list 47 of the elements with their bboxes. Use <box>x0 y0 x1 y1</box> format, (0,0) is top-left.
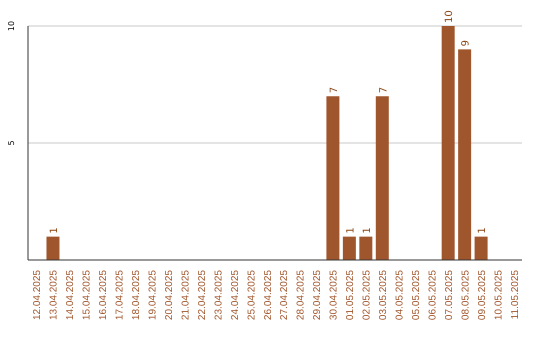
x-tick-label: 26.04.2025 <box>262 270 274 320</box>
data-label: 1 <box>345 227 356 234</box>
x-tick-label: 05.05.2025 <box>410 270 422 320</box>
x-tick-label: 14.04.2025 <box>65 270 76 320</box>
bar <box>458 49 472 260</box>
x-tick-label: 12.04.2025 <box>32 270 44 320</box>
x-tick-label: 24.04.2025 <box>230 270 241 320</box>
x-tick-label: 03.05.2025 <box>378 270 390 320</box>
data-label: 9 <box>460 40 472 46</box>
x-tick-label: 04.05.2025 <box>394 270 406 320</box>
bar <box>376 96 389 260</box>
x-tick-label: 13.04.2025 <box>48 270 60 320</box>
x-tick-label: 19.04.2025 <box>148 270 158 320</box>
data-label: 1 <box>477 227 488 234</box>
x-tick-label: 16.04.2025 <box>98 270 110 320</box>
data-label: 7 <box>328 86 340 94</box>
x-tick-label: 06.05.2025 <box>427 270 438 320</box>
x-tick-label: 18.04.2025 <box>131 270 142 320</box>
bar <box>46 236 60 260</box>
y-tick-label: 5 <box>7 140 16 146</box>
bar <box>474 236 488 260</box>
x-tick-label: 23.04.2025 <box>213 270 224 320</box>
x-tick-label: 30.04.2025 <box>328 270 340 320</box>
x-tick-label: 21.04.2025 <box>180 270 192 320</box>
x-tick-label: 20.04.2025 <box>164 270 175 320</box>
x-tick-label: 09.05.2025 <box>476 270 488 320</box>
x-tick-label: 25.04.2025 <box>246 270 258 320</box>
bar <box>359 236 372 260</box>
bar <box>326 96 340 260</box>
x-tick-label: 10.05.2025 <box>493 270 504 320</box>
x-tick-label: 29.04.2025 <box>312 270 324 320</box>
x-tick-label: 07.05.2025 <box>444 270 455 320</box>
data-label: 7 <box>378 86 390 94</box>
x-tick-label: 08.05.2025 <box>460 270 472 320</box>
data-label: 10 <box>444 10 456 23</box>
bar <box>442 26 455 260</box>
x-tick-label: 17.04.2025 <box>114 270 126 320</box>
x-tick-label: 11.05.2025 <box>510 270 521 320</box>
data-label: 1 <box>362 227 373 234</box>
bar <box>342 236 356 260</box>
data-label: 1 <box>48 227 60 234</box>
x-tick-label: 15.04.2025 <box>82 270 93 320</box>
x-tick-label: 22.04.2025 <box>196 270 208 320</box>
x-tick-label: 02.05.2025 <box>362 270 373 320</box>
x-tick-label: 27.04.2025 <box>279 270 290 320</box>
x-tick-label: 01.05.2025 <box>345 270 356 320</box>
x-tick-label: 28.04.2025 <box>296 270 307 320</box>
